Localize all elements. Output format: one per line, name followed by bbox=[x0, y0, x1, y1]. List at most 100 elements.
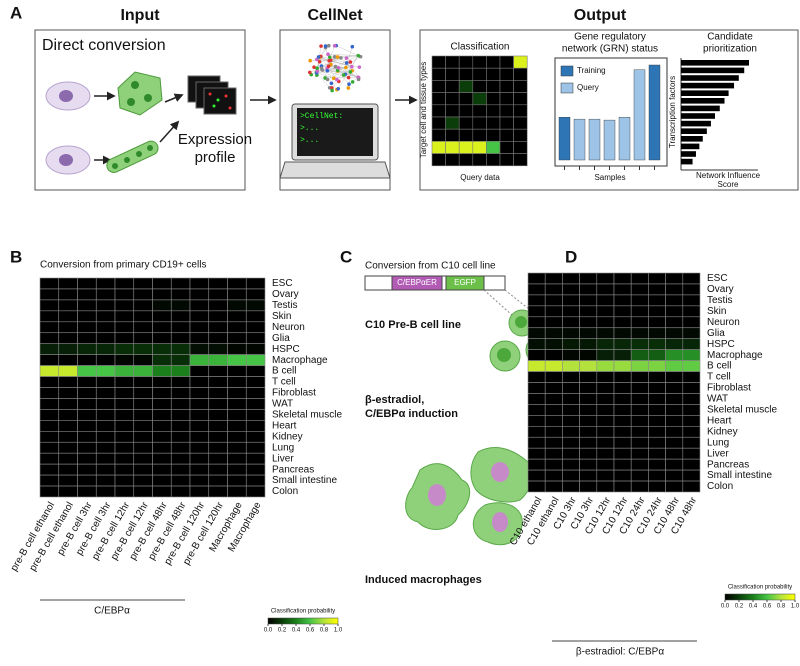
heatmap-cell bbox=[95, 409, 116, 421]
heatmap-cell bbox=[613, 294, 632, 307]
row-label: Small intestine bbox=[272, 475, 337, 486]
heatmap-cell bbox=[486, 153, 501, 167]
heatmap-cell bbox=[682, 338, 701, 350]
heatmap-cell bbox=[58, 485, 78, 498]
heatmap-cell bbox=[114, 474, 135, 487]
heatmap-cell bbox=[665, 360, 684, 372]
heatmap-cell bbox=[544, 305, 563, 318]
heatmap-cell bbox=[170, 452, 191, 465]
heatmap-cell bbox=[630, 436, 649, 449]
axis-label: Transcription factors bbox=[668, 76, 677, 148]
heatmap-cell bbox=[114, 485, 135, 498]
heatmap-cell bbox=[77, 474, 97, 487]
heatmap-cell bbox=[613, 480, 632, 493]
bar bbox=[681, 105, 720, 112]
heatmap-cell bbox=[665, 371, 684, 383]
heatmap-cell bbox=[95, 398, 116, 410]
row-label: ESC bbox=[272, 278, 293, 289]
heatmap-cell bbox=[472, 116, 487, 130]
heatmap-cell bbox=[58, 398, 78, 410]
heatmap-cell bbox=[39, 332, 60, 344]
row-label: Fibroblast bbox=[272, 388, 316, 399]
heatmap-cell bbox=[579, 382, 598, 394]
heatmap-cell bbox=[648, 316, 666, 329]
heatmap-cell bbox=[431, 80, 446, 93]
row-label: Colon bbox=[272, 486, 298, 497]
heatmap-cell bbox=[77, 354, 97, 366]
heatmap-cell bbox=[527, 404, 546, 416]
heatmap-cell bbox=[579, 404, 598, 416]
heatmap-cell bbox=[189, 485, 210, 498]
heatmap-cell bbox=[431, 55, 446, 69]
heatmap-cell bbox=[133, 332, 153, 344]
network-node bbox=[348, 70, 353, 74]
heatmap-cell bbox=[39, 365, 60, 377]
heatmap-cell bbox=[58, 474, 78, 487]
heatmap-cell bbox=[58, 420, 78, 432]
chart-title: Gene regulatory bbox=[574, 32, 646, 43]
heatmap-cell bbox=[544, 415, 563, 427]
heatmap-cell bbox=[596, 469, 615, 482]
heatmap-cell bbox=[114, 441, 135, 454]
heatmap-cell bbox=[170, 376, 191, 388]
heatmap-cell bbox=[39, 430, 60, 443]
construct-gene bbox=[445, 275, 485, 291]
network-node bbox=[341, 73, 346, 77]
heatmap-cell bbox=[95, 474, 116, 487]
heatmap-cell bbox=[133, 277, 153, 290]
heatmap-cell bbox=[227, 463, 247, 476]
heatmap-cell bbox=[665, 283, 684, 296]
heatmap-cell bbox=[579, 436, 598, 449]
heatmap-cell bbox=[527, 305, 546, 318]
heatmap-cell bbox=[189, 321, 210, 334]
network-edge bbox=[336, 45, 359, 56]
heatmap-cell bbox=[630, 349, 649, 361]
heatmap-cell bbox=[486, 128, 501, 142]
row-label: Skeletal muscle bbox=[707, 405, 777, 416]
construct-text: EGFP bbox=[454, 278, 476, 287]
heatmap-cell bbox=[472, 92, 487, 106]
network-node bbox=[330, 86, 334, 90]
heatmap-cell bbox=[665, 393, 684, 405]
heatmap-cell bbox=[245, 409, 266, 421]
heatmap-cell bbox=[613, 272, 632, 285]
network-edge bbox=[328, 66, 359, 78]
laptop-illustration bbox=[279, 103, 391, 179]
heatmap-cell bbox=[227, 387, 247, 399]
heatmap-cell bbox=[95, 430, 116, 443]
heatmap-cell bbox=[245, 277, 266, 290]
heatmap-cell bbox=[682, 480, 701, 493]
heatmap-cell bbox=[77, 485, 97, 498]
heatmap-cell bbox=[189, 310, 210, 323]
legend-tick-label: 0.8 bbox=[777, 604, 786, 610]
network-node bbox=[332, 55, 337, 59]
input-text: Direct conversion bbox=[42, 37, 166, 54]
heatmap-cell bbox=[95, 321, 116, 334]
legend-title: Classification probability bbox=[271, 609, 335, 615]
heatmap-cell bbox=[58, 376, 78, 388]
chart-title: Candidate bbox=[707, 32, 753, 43]
heatmap-cell bbox=[596, 436, 615, 449]
heatmap-cell bbox=[630, 316, 649, 329]
stage-label: C/EBPα induction bbox=[365, 408, 458, 420]
chart-title: network (GRN) status bbox=[562, 44, 658, 55]
heatmap-cell bbox=[613, 349, 632, 361]
heatmap-cell bbox=[486, 67, 501, 81]
heatmap-cell bbox=[58, 387, 78, 399]
network-edge bbox=[327, 54, 359, 56]
heatmap-cell bbox=[544, 458, 563, 471]
row-label: B cell bbox=[272, 366, 296, 377]
heatmap-cell bbox=[208, 485, 228, 498]
heatmap-cell bbox=[562, 272, 580, 285]
heatmap-cell bbox=[58, 430, 78, 443]
heatmap-cell bbox=[170, 463, 191, 476]
heatmap-cell bbox=[95, 441, 116, 454]
heatmap-cell bbox=[648, 371, 666, 383]
row-label: Skeletal muscle bbox=[272, 410, 342, 421]
heatmap-cell bbox=[170, 430, 191, 443]
heatmap-cell bbox=[544, 393, 563, 405]
panel-title: Conversion from C10 cell line bbox=[365, 261, 496, 272]
heatmap-cell bbox=[544, 480, 563, 493]
heatmap-cell bbox=[227, 452, 247, 465]
input-text: Expression bbox=[178, 131, 252, 148]
